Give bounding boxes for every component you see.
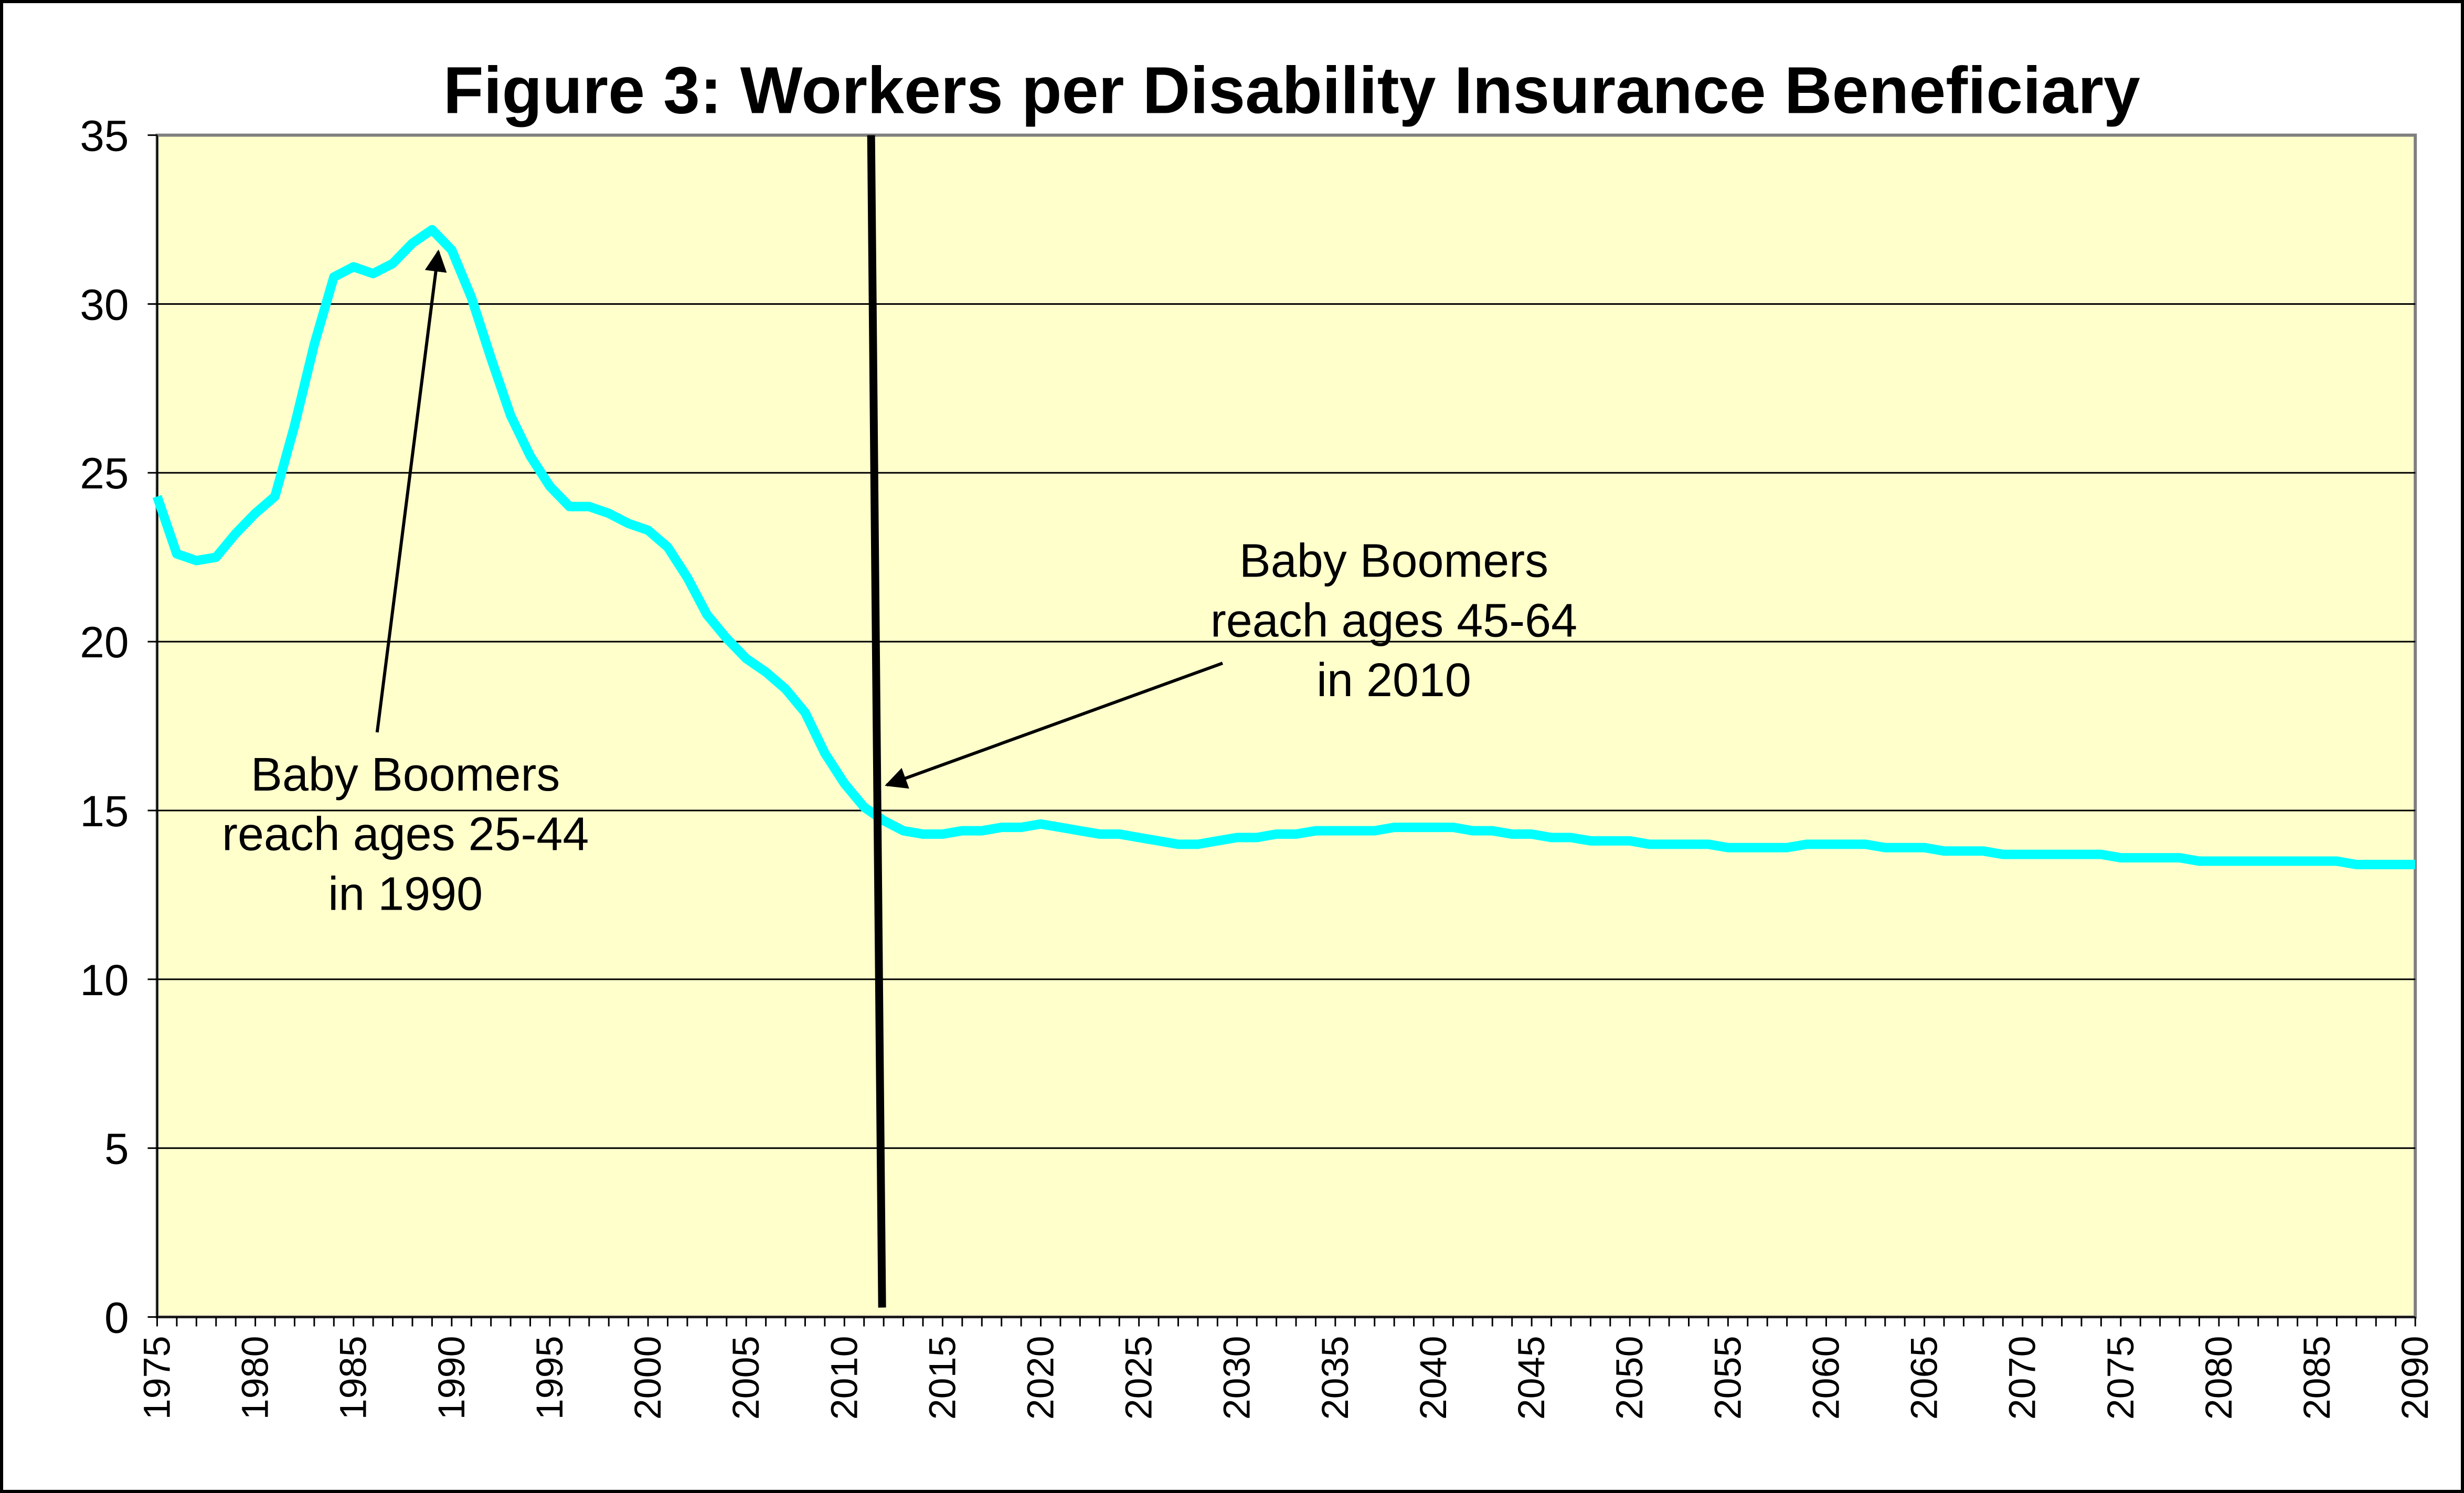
annotation-arrow: [885, 662, 1224, 789]
x-axis: 1975 1980 1985 1990 1995 2000 2005 2010 2015 2020…: [136, 1316, 2436, 1420]
annotation-text: in 2010: [1316, 654, 1471, 707]
y-tick-label: 5: [104, 1124, 129, 1174]
annotations: Baby Boomers reach ages 25-44 in 1990 Baby …: [222, 249, 1577, 921]
x-tick-label: 2010: [823, 1336, 865, 1420]
x-tick-label: 1975: [136, 1336, 178, 1420]
vertical-marker-line: [867, 135, 886, 1308]
y-tick-label: 20: [80, 617, 129, 667]
annotation-text: Baby Boomers: [1239, 535, 1548, 587]
annotation-text: Baby Boomers: [251, 749, 560, 801]
x-tick-label: 2090: [2394, 1336, 2436, 1420]
y-tick-label: 10: [80, 955, 129, 1005]
y-tick-label: 25: [80, 449, 129, 498]
x-tick-label: 2065: [1904, 1336, 1946, 1420]
x-tick-label: 1980: [235, 1336, 277, 1420]
annotation-text: reach ages 25-44: [222, 808, 589, 861]
y-tick-label: 0: [104, 1293, 129, 1342]
x-tick-label: 2070: [2002, 1336, 2044, 1420]
y-tick-label: 30: [80, 280, 129, 329]
y-tick-label: 15: [80, 786, 129, 836]
x-tick-label: 2075: [2100, 1336, 2142, 1420]
x-tick-label: 1990: [431, 1336, 473, 1420]
plot-area: [155, 133, 2417, 1319]
x-tick-label: 2050: [1609, 1336, 1651, 1420]
annotation-text: in 1990: [328, 868, 483, 921]
y-axis: 0 5 10 15 20 25 30 35: [80, 111, 158, 1342]
x-tick-label: 2000: [627, 1336, 669, 1420]
x-tick-label: 2035: [1314, 1336, 1356, 1420]
x-tick-label: 2040: [1412, 1336, 1454, 1420]
y-tick-label: 35: [80, 111, 129, 161]
x-tick-label: 1985: [333, 1336, 375, 1420]
x-tick-label: 2060: [1805, 1336, 1847, 1420]
annotation-arrow: [375, 249, 447, 733]
x-tick-label: 2085: [2296, 1336, 2338, 1420]
x-tick-label: 2015: [921, 1336, 963, 1420]
x-tick-label: 2005: [725, 1336, 767, 1420]
x-tick-label: 2080: [2198, 1336, 2240, 1420]
annotation-text: reach ages 45-64: [1210, 594, 1577, 647]
chart-title: Figure 3: Workers per Disability Insuran…: [443, 54, 2140, 127]
x-tick-label: 1995: [529, 1336, 571, 1420]
x-tick-label: 2030: [1216, 1336, 1258, 1420]
x-tick-label: 2025: [1118, 1336, 1160, 1420]
gridlines: [157, 303, 2416, 1149]
series-line: [152, 225, 2416, 869]
x-tick-label: 2045: [1511, 1336, 1553, 1420]
x-tick-label: 2020: [1020, 1336, 1062, 1420]
x-tick-label: 2055: [1707, 1336, 1749, 1420]
